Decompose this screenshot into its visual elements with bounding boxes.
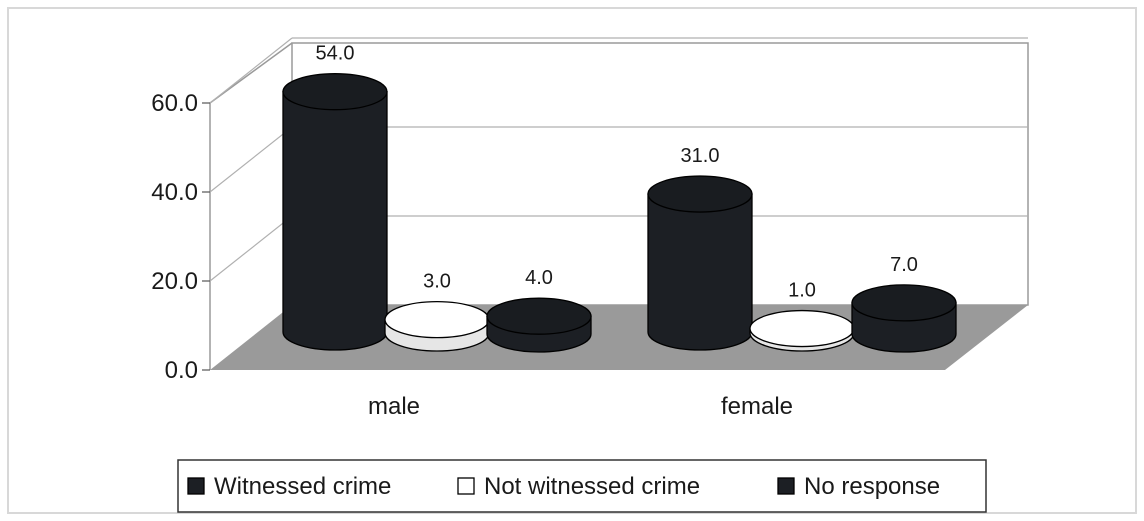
bar [282,73,388,351]
bar-body [282,91,388,351]
legend-label: Not witnessed crime [484,473,700,500]
bar-body [647,193,753,351]
bars [282,73,957,353]
bar [384,300,490,352]
data-label: 4.0 [525,267,553,289]
bar [486,297,592,353]
data-label: 31.0 [681,145,720,167]
bar [851,284,957,353]
y-axis-ticks: 0.0 20.0 40.0 60.0 [151,90,210,384]
category-label: male [368,393,420,420]
gridline-side [209,215,293,282]
bar-top [851,284,957,322]
legend-items: Witnessed crime Not witnessed crime No res… [187,473,940,500]
legend-label: No response [804,473,940,500]
bar [647,175,753,351]
y-tick-label: 40.0 [151,179,198,206]
x-axis-categories: male female [368,393,793,420]
y-tick-label: 60.0 [151,90,198,117]
gridline-side [209,37,293,104]
bar-top [384,300,490,339]
gridlines [209,37,1028,282]
data-labels: 54.0 3.0 4.0 31.0 1.0 7.0 [316,43,918,302]
bar-top [647,175,753,213]
bar-top [486,297,592,335]
bar-top [749,309,855,348]
legend-swatch [457,477,475,495]
side-wall-top-edge [209,42,293,104]
data-label: 1.0 [788,280,816,302]
legend-label: Witnessed crime [214,473,391,500]
y-tick-label: 20.0 [151,268,198,295]
category-label: female [721,393,793,420]
bar-top [282,73,388,111]
bar [749,309,855,352]
gridline-side [209,126,293,193]
page-border [7,7,1137,514]
legend-swatch [777,477,795,495]
data-label: 3.0 [423,271,451,293]
legend-swatch [187,477,205,495]
data-label: 54.0 [316,43,355,65]
data-label: 7.0 [890,254,918,276]
legend-box [177,459,987,513]
legend: Witnessed crime Not witnessed crime No res… [177,459,987,513]
y-tick-label: 0.0 [165,357,198,384]
